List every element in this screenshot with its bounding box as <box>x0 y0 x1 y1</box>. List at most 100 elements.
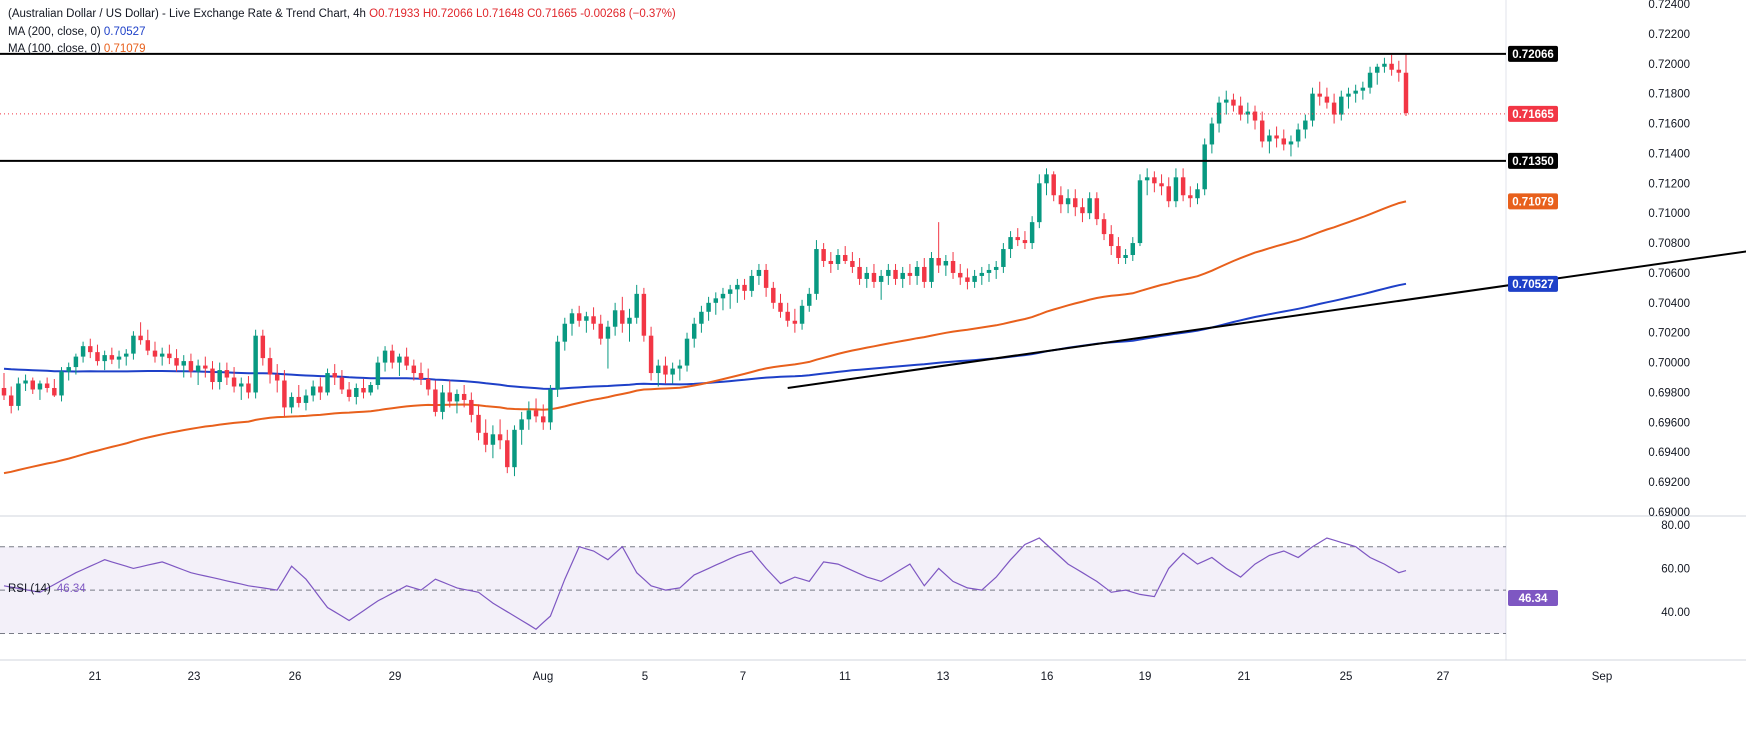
candle-body <box>1353 90 1358 94</box>
candle-body <box>943 260 949 266</box>
candle-body <box>677 365 683 369</box>
price-tick-label: 0.69800 <box>1648 387 1690 399</box>
candle-body <box>454 393 460 402</box>
time-tick-label: 21 <box>1238 671 1251 683</box>
candle-body <box>1403 72 1409 114</box>
candle-body <box>1324 96 1330 103</box>
price-tick-label: 0.71800 <box>1648 89 1690 101</box>
candle-body <box>1137 180 1143 244</box>
price-tick-label: 0.72400 <box>1648 0 1690 11</box>
rsi-line <box>3 537 1407 630</box>
candle-body <box>778 302 783 312</box>
time-tick-label: 29 <box>389 671 402 683</box>
ma200-label: MA (200, close, 0) <box>8 26 101 38</box>
candle-body <box>1058 195 1064 205</box>
candle-body <box>950 260 956 273</box>
candle-body <box>59 371 64 396</box>
candle-body <box>1101 219 1107 235</box>
candle-body <box>727 289 733 294</box>
ohlc-change: -0.00268 (−0.37%) <box>580 8 676 20</box>
candle-body <box>447 392 452 402</box>
candle-body <box>699 311 704 324</box>
candle-body <box>1144 177 1150 181</box>
resistance-tag <box>1508 45 1558 62</box>
candle-body <box>1317 93 1322 97</box>
candle-body <box>871 272 877 282</box>
candle-body <box>663 365 668 375</box>
candle-body <box>1080 207 1085 214</box>
candle-body <box>1216 102 1222 124</box>
candle-body <box>878 275 884 282</box>
ohlc-open: O0.71933 <box>369 8 420 20</box>
candle-body <box>1166 186 1171 202</box>
price-tick-label: 0.71200 <box>1648 178 1690 190</box>
candle-body <box>864 272 869 279</box>
candle-body <box>505 440 510 468</box>
candle-body <box>1303 120 1308 130</box>
candle-body <box>325 373 330 393</box>
candle-body <box>1396 69 1402 73</box>
candle-body <box>1375 66 1380 73</box>
candle-body <box>1008 237 1013 250</box>
candle-body <box>203 365 208 369</box>
candle-body <box>346 389 352 397</box>
ma100-legend[interactable]: MA (100, close, 0) 0.71079 <box>8 43 145 55</box>
candle-body <box>145 340 151 351</box>
candle-body <box>591 316 596 324</box>
candle-body <box>1037 183 1042 223</box>
candle-body <box>66 367 71 372</box>
resistance-tag-text: 0.72066 <box>1512 49 1554 61</box>
candle-body <box>210 368 215 383</box>
candle-body <box>16 383 21 406</box>
candle-body <box>1130 243 1136 256</box>
candle-body <box>390 350 395 363</box>
price-tick-label: 0.69200 <box>1648 477 1690 489</box>
time-tick-label: 27 <box>1437 671 1450 683</box>
candle-body <box>404 356 409 366</box>
axis-group: 0.72400 0.72200 0.72000 0.71800 0.71600 0.714… <box>89 0 1690 683</box>
candle-body <box>1108 234 1114 247</box>
candle-body <box>548 389 553 423</box>
time-tick-label: 23 <box>188 671 201 683</box>
support-tag <box>1508 152 1558 169</box>
candle-body <box>318 386 323 393</box>
time-tick-label: 19 <box>1139 671 1152 683</box>
rsi-group <box>3 537 1407 630</box>
candle-body <box>1116 246 1121 258</box>
candle-body <box>605 326 611 339</box>
candle-body <box>1346 93 1351 97</box>
ma200-legend[interactable]: MA (200, close, 0) 0.70527 <box>8 26 145 38</box>
candle-body <box>1123 255 1128 258</box>
candle-body <box>138 335 143 341</box>
candle-body <box>260 335 266 359</box>
candle-body <box>339 377 345 390</box>
candle-body <box>706 302 711 312</box>
candle-body <box>1274 135 1279 139</box>
candle-body <box>497 434 503 441</box>
candle-body <box>274 374 280 381</box>
candles-group <box>1 53 1409 477</box>
price-tick-label: 0.70200 <box>1648 328 1690 340</box>
candle-body <box>771 287 776 303</box>
ohlc-high: H0.72066 <box>422 8 473 20</box>
rsi-legend[interactable]: RSI (14) 46.34 <box>8 583 86 595</box>
candle-body <box>749 275 754 291</box>
candle-body <box>1195 189 1200 199</box>
candle-body <box>354 387 359 397</box>
candle-body <box>533 410 539 417</box>
time-tick-label: 25 <box>1340 671 1353 683</box>
candle-body <box>555 341 560 390</box>
candle-body <box>224 370 230 378</box>
candle-body <box>1339 96 1344 115</box>
candle-body <box>627 317 632 324</box>
candle-body <box>526 410 532 420</box>
candle-body <box>88 346 93 353</box>
candle-body <box>44 383 50 388</box>
candle-body <box>1259 120 1265 142</box>
candle-body <box>656 365 661 374</box>
ma200-tag-text: 0.70527 <box>1512 279 1554 291</box>
candle-body <box>368 385 373 393</box>
candle-body <box>440 392 445 412</box>
candle-body <box>109 355 115 360</box>
